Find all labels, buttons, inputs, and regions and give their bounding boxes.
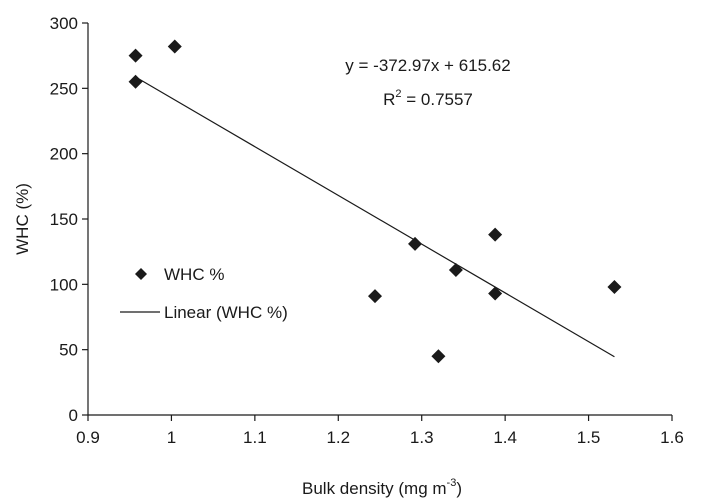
x-axis-title: Bulk density (mg m-3) [302, 477, 462, 498]
x-tick-label: 0.9 [76, 428, 100, 447]
y-tick-label: 250 [50, 79, 78, 98]
legend-label-points: WHC % [164, 265, 224, 284]
data-point [367, 289, 382, 304]
y-tick-label: 300 [50, 14, 78, 33]
y-tick-label: 150 [50, 210, 78, 229]
data-points [128, 39, 622, 364]
data-point [128, 74, 143, 89]
data-point [408, 236, 423, 251]
x-axis-title-main: Bulk density (mg m [302, 479, 447, 498]
trendline [135, 76, 615, 358]
x-axis-title-sup: -3 [447, 477, 457, 489]
x-tick-label: 1 [167, 428, 176, 447]
legend-marker-diamond [135, 268, 147, 280]
data-point [488, 227, 503, 242]
data-point [167, 39, 182, 54]
y-axis-title: WHC (%) [13, 183, 32, 255]
data-point [607, 279, 622, 294]
x-tick-label: 1.2 [326, 428, 350, 447]
data-point [128, 48, 143, 63]
r2-prefix: R [383, 90, 395, 109]
r2-value: = 0.7557 [402, 90, 473, 109]
trend-equation: y = -372.97x + 615.62 [345, 56, 510, 75]
y-tick-label: 200 [50, 145, 78, 164]
trend-r-squared: R2 = 0.7557 [383, 88, 473, 109]
x-tick-label: 1.1 [243, 428, 267, 447]
y-tick-label: 0 [69, 406, 78, 425]
legend: WHC % Linear (WHC %) [120, 265, 288, 322]
y-tick-label: 100 [50, 275, 78, 294]
data-point [448, 262, 463, 277]
legend-label-trendline: Linear (WHC %) [164, 303, 288, 322]
x-tick-label: 1.3 [410, 428, 434, 447]
r2-superscript: 2 [395, 88, 401, 100]
data-point [431, 349, 446, 364]
data-point [488, 286, 503, 301]
x-axis-title-end: ) [456, 479, 462, 498]
y-axis: 0 50 100 150 200 250 300 [50, 14, 89, 425]
x-tick-label: 1.4 [493, 428, 517, 447]
trendline-line [135, 76, 615, 358]
y-tick-label: 50 [59, 341, 78, 360]
x-tick-label: 1.5 [577, 428, 601, 447]
x-axis: 0.9 1 1.1 1.2 1.3 1.4 1.5 1.6 [76, 414, 684, 447]
x-tick-label: 1.6 [660, 428, 684, 447]
